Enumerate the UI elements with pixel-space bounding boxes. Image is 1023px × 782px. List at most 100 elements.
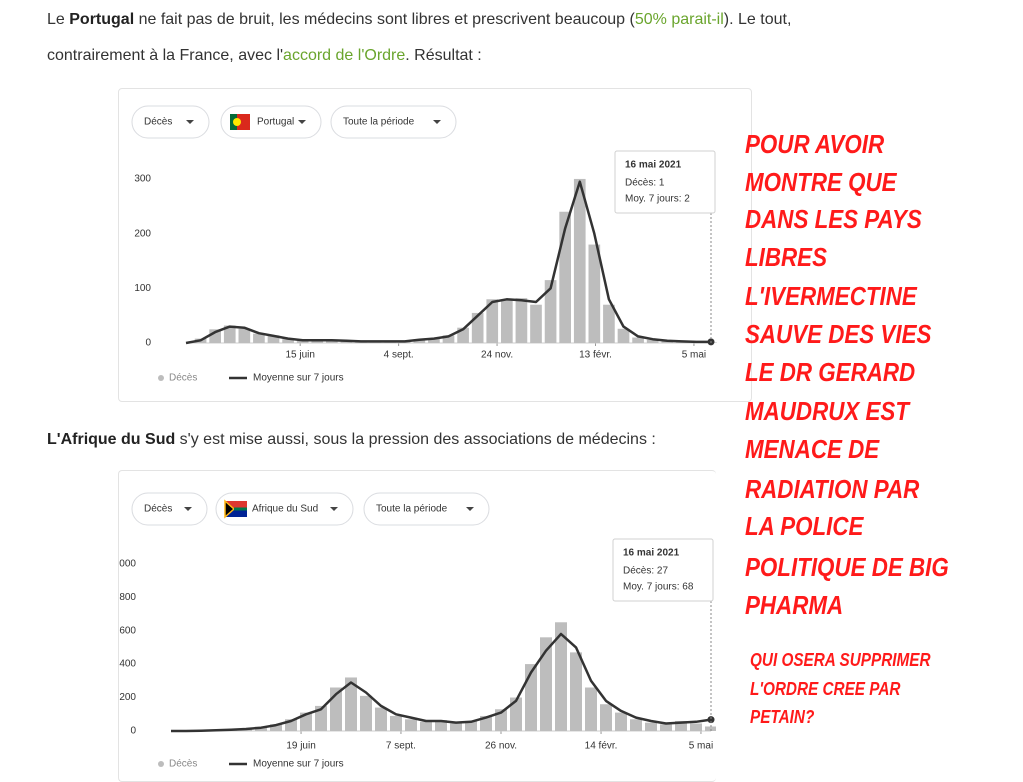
text: ). Le tout, contrairement à la France, a… [47, 11, 792, 64]
bar [660, 724, 672, 731]
bar [501, 300, 513, 343]
bar [296, 340, 309, 343]
bar [645, 722, 657, 731]
y-tick-label: 0 [130, 726, 136, 737]
legend-label: Moyenne sur 7 jours [253, 373, 344, 384]
y-tick-label: 1000 [119, 558, 136, 569]
bar [675, 720, 687, 731]
annotation-line: SAUVE DES VIES [745, 319, 932, 349]
bar [428, 338, 440, 343]
tooltip-box [614, 150, 716, 214]
bar [588, 244, 601, 343]
bar [530, 304, 542, 343]
bar [544, 280, 557, 343]
annotation-footer: L'ORDRE CREE PAR [750, 679, 901, 699]
annotation-line: MONTRE QUE [745, 167, 897, 197]
dropdown[interactable]: Afrique du Sud [215, 492, 354, 526]
legend-label: Décès [169, 373, 197, 384]
dropdown-box [131, 492, 208, 526]
y-tick-label: 100 [134, 283, 151, 294]
bar [705, 726, 716, 731]
dropdown-arrow [466, 507, 474, 511]
bar [617, 328, 630, 343]
annotation-line: PHARMA [745, 590, 844, 620]
bar [632, 337, 644, 343]
dropdown[interactable]: Portugal [220, 105, 322, 139]
chart-card: Décès Afrique du Sud Toute la période 0 200 4… [118, 470, 716, 782]
x-tick-label: 5 mai [689, 741, 713, 752]
dropdown-box [330, 105, 457, 139]
bar [420, 721, 432, 731]
x-tick-label: 13 févr. [579, 350, 612, 361]
y-tick-label: 200 [119, 692, 136, 703]
dropdown-label: Portugal [257, 117, 294, 128]
bar [345, 677, 357, 731]
bar [661, 341, 674, 343]
dropdown[interactable]: Toute la période [330, 105, 457, 139]
y-tick-label: 0 [145, 338, 151, 349]
bar [450, 723, 462, 731]
flag [237, 114, 250, 130]
annotation-line: LIBRES [745, 242, 827, 272]
annotation-line: POLITIQUE DE BIG [745, 552, 949, 582]
annotation-line: L'IVERMECTINE [745, 281, 917, 311]
text: . Résultat : [405, 47, 482, 64]
tooltip-line: Décès: 1 [625, 178, 665, 189]
annotation-line: LA POLICE [745, 511, 864, 541]
bar [405, 719, 417, 731]
bar [600, 704, 612, 731]
tooltip-line: Moy. 7 jours: 68 [623, 582, 694, 593]
x-tick-label: 19 juin [286, 741, 315, 752]
y-tick-label: 800 [119, 592, 136, 603]
x-tick-label: 26 nov. [485, 741, 517, 752]
bar [457, 327, 469, 343]
bar [573, 178, 586, 343]
annotation-footer: PETAIN? [750, 707, 815, 727]
tooltip-title: 16 mai 2021 [623, 548, 680, 559]
tooltip-line: Décès: 27 [623, 566, 668, 577]
bar [223, 325, 236, 343]
x-tick-label: 5 mai [682, 350, 706, 361]
bar [585, 687, 597, 731]
annotation-line: MAUDRUX EST [745, 396, 909, 426]
line [171, 632, 712, 733]
dropdown-label: Décès [144, 117, 172, 128]
x-tick-label: 24 nov. [481, 350, 513, 361]
annotation-line: LE DR GERARD [745, 357, 916, 387]
dropdown[interactable]: Toute la période [363, 492, 490, 526]
legend-swatch [158, 761, 164, 767]
annotation-footer: QUI OSERA SUPPRIMER [750, 650, 931, 670]
text: Le [47, 11, 70, 28]
bar [285, 719, 297, 731]
bar [471, 312, 484, 343]
dropdown[interactable]: Décès [131, 492, 208, 526]
chart-card: Décès Portugal Toute la période 0 100 200 300 1… [118, 88, 752, 402]
bar [375, 707, 387, 731]
bar [390, 715, 402, 731]
y-tick-label: 200 [134, 228, 151, 239]
bar [690, 723, 702, 731]
bar [603, 304, 615, 343]
link[interactable]: accord de l'Ordre [283, 47, 406, 64]
dropdown-arrow [186, 120, 194, 124]
chart: Décès Portugal Toute la période 0 100 200 300 1… [131, 105, 717, 384]
annotation-line: DANS LES PAYS [745, 204, 922, 234]
bar [300, 712, 312, 731]
y-tick-label: 400 [119, 659, 136, 670]
dropdown[interactable]: Décès [131, 105, 210, 139]
text: s'y est mise aussi, sous la pression des… [175, 431, 656, 448]
bar [646, 339, 659, 343]
legend-label: Moyenne sur 7 jours [253, 759, 344, 770]
dropdown-box [215, 492, 354, 526]
tooltip-line: Moy. 7 jours: 2 [625, 194, 690, 205]
annotation-line: MENACE DE [745, 434, 880, 464]
bar [510, 697, 522, 731]
dropdown-label: Toute la période [343, 117, 415, 128]
bar [270, 724, 282, 731]
dropdown-arrow [298, 120, 306, 124]
link[interactable]: 50% parait-il [634, 11, 724, 28]
x-tick-label: 7 sept. [386, 741, 416, 752]
bar [360, 695, 372, 731]
tooltip-title: 16 mai 2021 [625, 160, 682, 171]
annotation-line: RADIATION PAR [745, 474, 920, 504]
